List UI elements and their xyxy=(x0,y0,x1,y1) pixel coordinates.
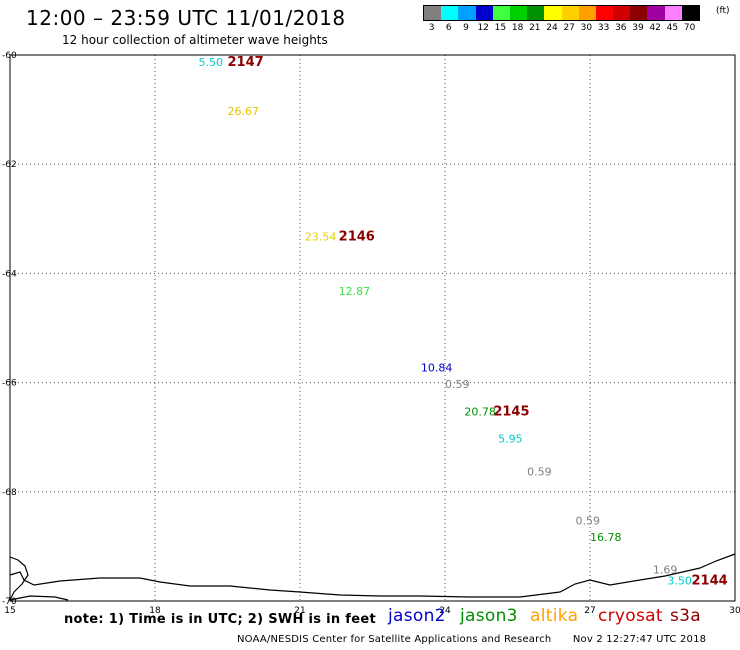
legend-swatch xyxy=(424,6,442,20)
legend-label: 27 xyxy=(563,23,575,33)
y-tick-label: -66 xyxy=(2,379,17,389)
x-tick-label: 15 xyxy=(4,606,15,616)
satellite-name: jason2 xyxy=(388,606,446,626)
x-tick-label: 24 xyxy=(439,606,451,616)
pass-number-label: 2146 xyxy=(339,230,375,245)
legend-swatch xyxy=(664,6,682,20)
footer-note: note: 1) Time is in UTC; 2) SWH is in fe… xyxy=(64,612,376,627)
satellite-name: altika xyxy=(530,606,579,626)
pass-number-label: 2147 xyxy=(228,55,264,70)
legend-label: 9 xyxy=(463,23,469,33)
pass-number-label: 2144 xyxy=(692,574,728,589)
wave-height-label: 20.78 xyxy=(464,405,496,418)
legend-swatch xyxy=(441,6,459,20)
x-tick-label: 30 xyxy=(729,606,740,616)
y-tick-label: -68 xyxy=(2,488,17,498)
legend-swatch xyxy=(561,6,579,20)
wave-height-label: 10.84 xyxy=(421,362,453,375)
legend-unit: (ft) xyxy=(716,6,730,16)
plot-frame xyxy=(9,54,736,602)
wave-height-label: 1.69 xyxy=(653,564,678,577)
pass-number-label: 2145 xyxy=(493,404,529,419)
legend-label: 33 xyxy=(597,23,610,33)
y-tick-label: -62 xyxy=(2,160,17,170)
wave-height-points: 5.50 26.67 23.54 12.87 10.84 0.59 20.78 5.95 0.5… xyxy=(199,56,692,588)
pass-labels: 2147 2146 2145 2144 xyxy=(228,55,728,589)
legend-label: 18 xyxy=(511,23,524,33)
legend-label: 15 xyxy=(494,23,507,33)
wave-height-label: 26.67 xyxy=(228,105,260,118)
legend-swatch xyxy=(475,6,493,20)
legend-swatch xyxy=(613,6,631,20)
wave-height-label: 23.54 xyxy=(305,231,337,244)
wave-height-label: 0.59 xyxy=(576,515,601,528)
legend-swatch xyxy=(578,6,596,20)
wave-height-label: 12.87 xyxy=(339,285,371,298)
coastline-ice-shelf xyxy=(9,595,69,601)
legend-swatch xyxy=(544,6,562,20)
footer-credit: NOAA/NESDIS Center for Satellite Applica… xyxy=(237,634,706,645)
legend-label: 42 xyxy=(649,23,661,33)
legend-swatches xyxy=(423,5,700,21)
y-tick-label: -70 xyxy=(2,597,17,607)
legend-label: 6 xyxy=(445,23,452,33)
legend-label: 70 xyxy=(683,23,696,33)
legend-swatch xyxy=(458,6,476,20)
legend-label: 12 xyxy=(477,23,489,33)
wave-height-label: 5.50 xyxy=(199,56,224,69)
coastline-antarctica xyxy=(9,553,736,601)
y-tick-label: -64 xyxy=(2,269,17,279)
x-tick-label: 21 xyxy=(294,606,305,616)
legend-swatch xyxy=(509,6,528,20)
legend-label: 36 xyxy=(615,23,627,33)
wave-height-label: 3.50 xyxy=(667,575,692,588)
satellite-name: s3a xyxy=(670,606,701,626)
legend-label: 21 xyxy=(529,23,541,33)
timestamp: Nov 2 12:27:47 UTC 2018 xyxy=(572,634,707,645)
legend-swatch xyxy=(630,6,648,20)
legend-label: 30 xyxy=(580,23,593,33)
legend-labels: 3 6 9 12 15 18 21 24 27 30 33 36 39 42 45 70 xyxy=(423,21,700,33)
wave-height-label: 0.59 xyxy=(445,378,470,391)
x-tick-label: 18 xyxy=(149,606,161,616)
page-subtitle: 12 hour collection of altimeter wave hei… xyxy=(62,33,328,47)
wave-height-label: 0.59 xyxy=(527,465,552,478)
legend-swatch xyxy=(595,6,614,20)
legend-swatch xyxy=(527,6,545,20)
satellite-name: cryosat xyxy=(598,606,663,626)
axis-ticks: 15 18 21 24 27 30 -60 -62 -64 -66 -68 -70 xyxy=(2,51,740,616)
x-tick-label: 27 xyxy=(584,606,595,616)
legend-label: 39 xyxy=(632,23,644,33)
legend-swatch xyxy=(492,6,510,20)
legend-swatch xyxy=(647,6,665,20)
legend-swatch xyxy=(681,6,699,20)
page-title: 12:00 – 23:59 UTC 11/01/2018 xyxy=(26,6,346,30)
legend-label: 45 xyxy=(666,23,679,33)
grid-lines xyxy=(10,55,735,601)
wave-height-label: 16.78 xyxy=(590,531,622,544)
color-legend: 3 6 9 12 15 18 21 24 27 30 33 36 39 42 45 70 (ft) xyxy=(423,5,730,33)
legend-label: 3 xyxy=(428,23,435,33)
wave-height-label: 5.95 xyxy=(498,433,522,446)
y-tick-label: -60 xyxy=(2,51,17,61)
legend-label: 24 xyxy=(546,23,558,33)
satellite-name: jason3 xyxy=(460,606,518,626)
credit-text: NOAA/NESDIS Center for Satellite Applica… xyxy=(237,634,552,645)
